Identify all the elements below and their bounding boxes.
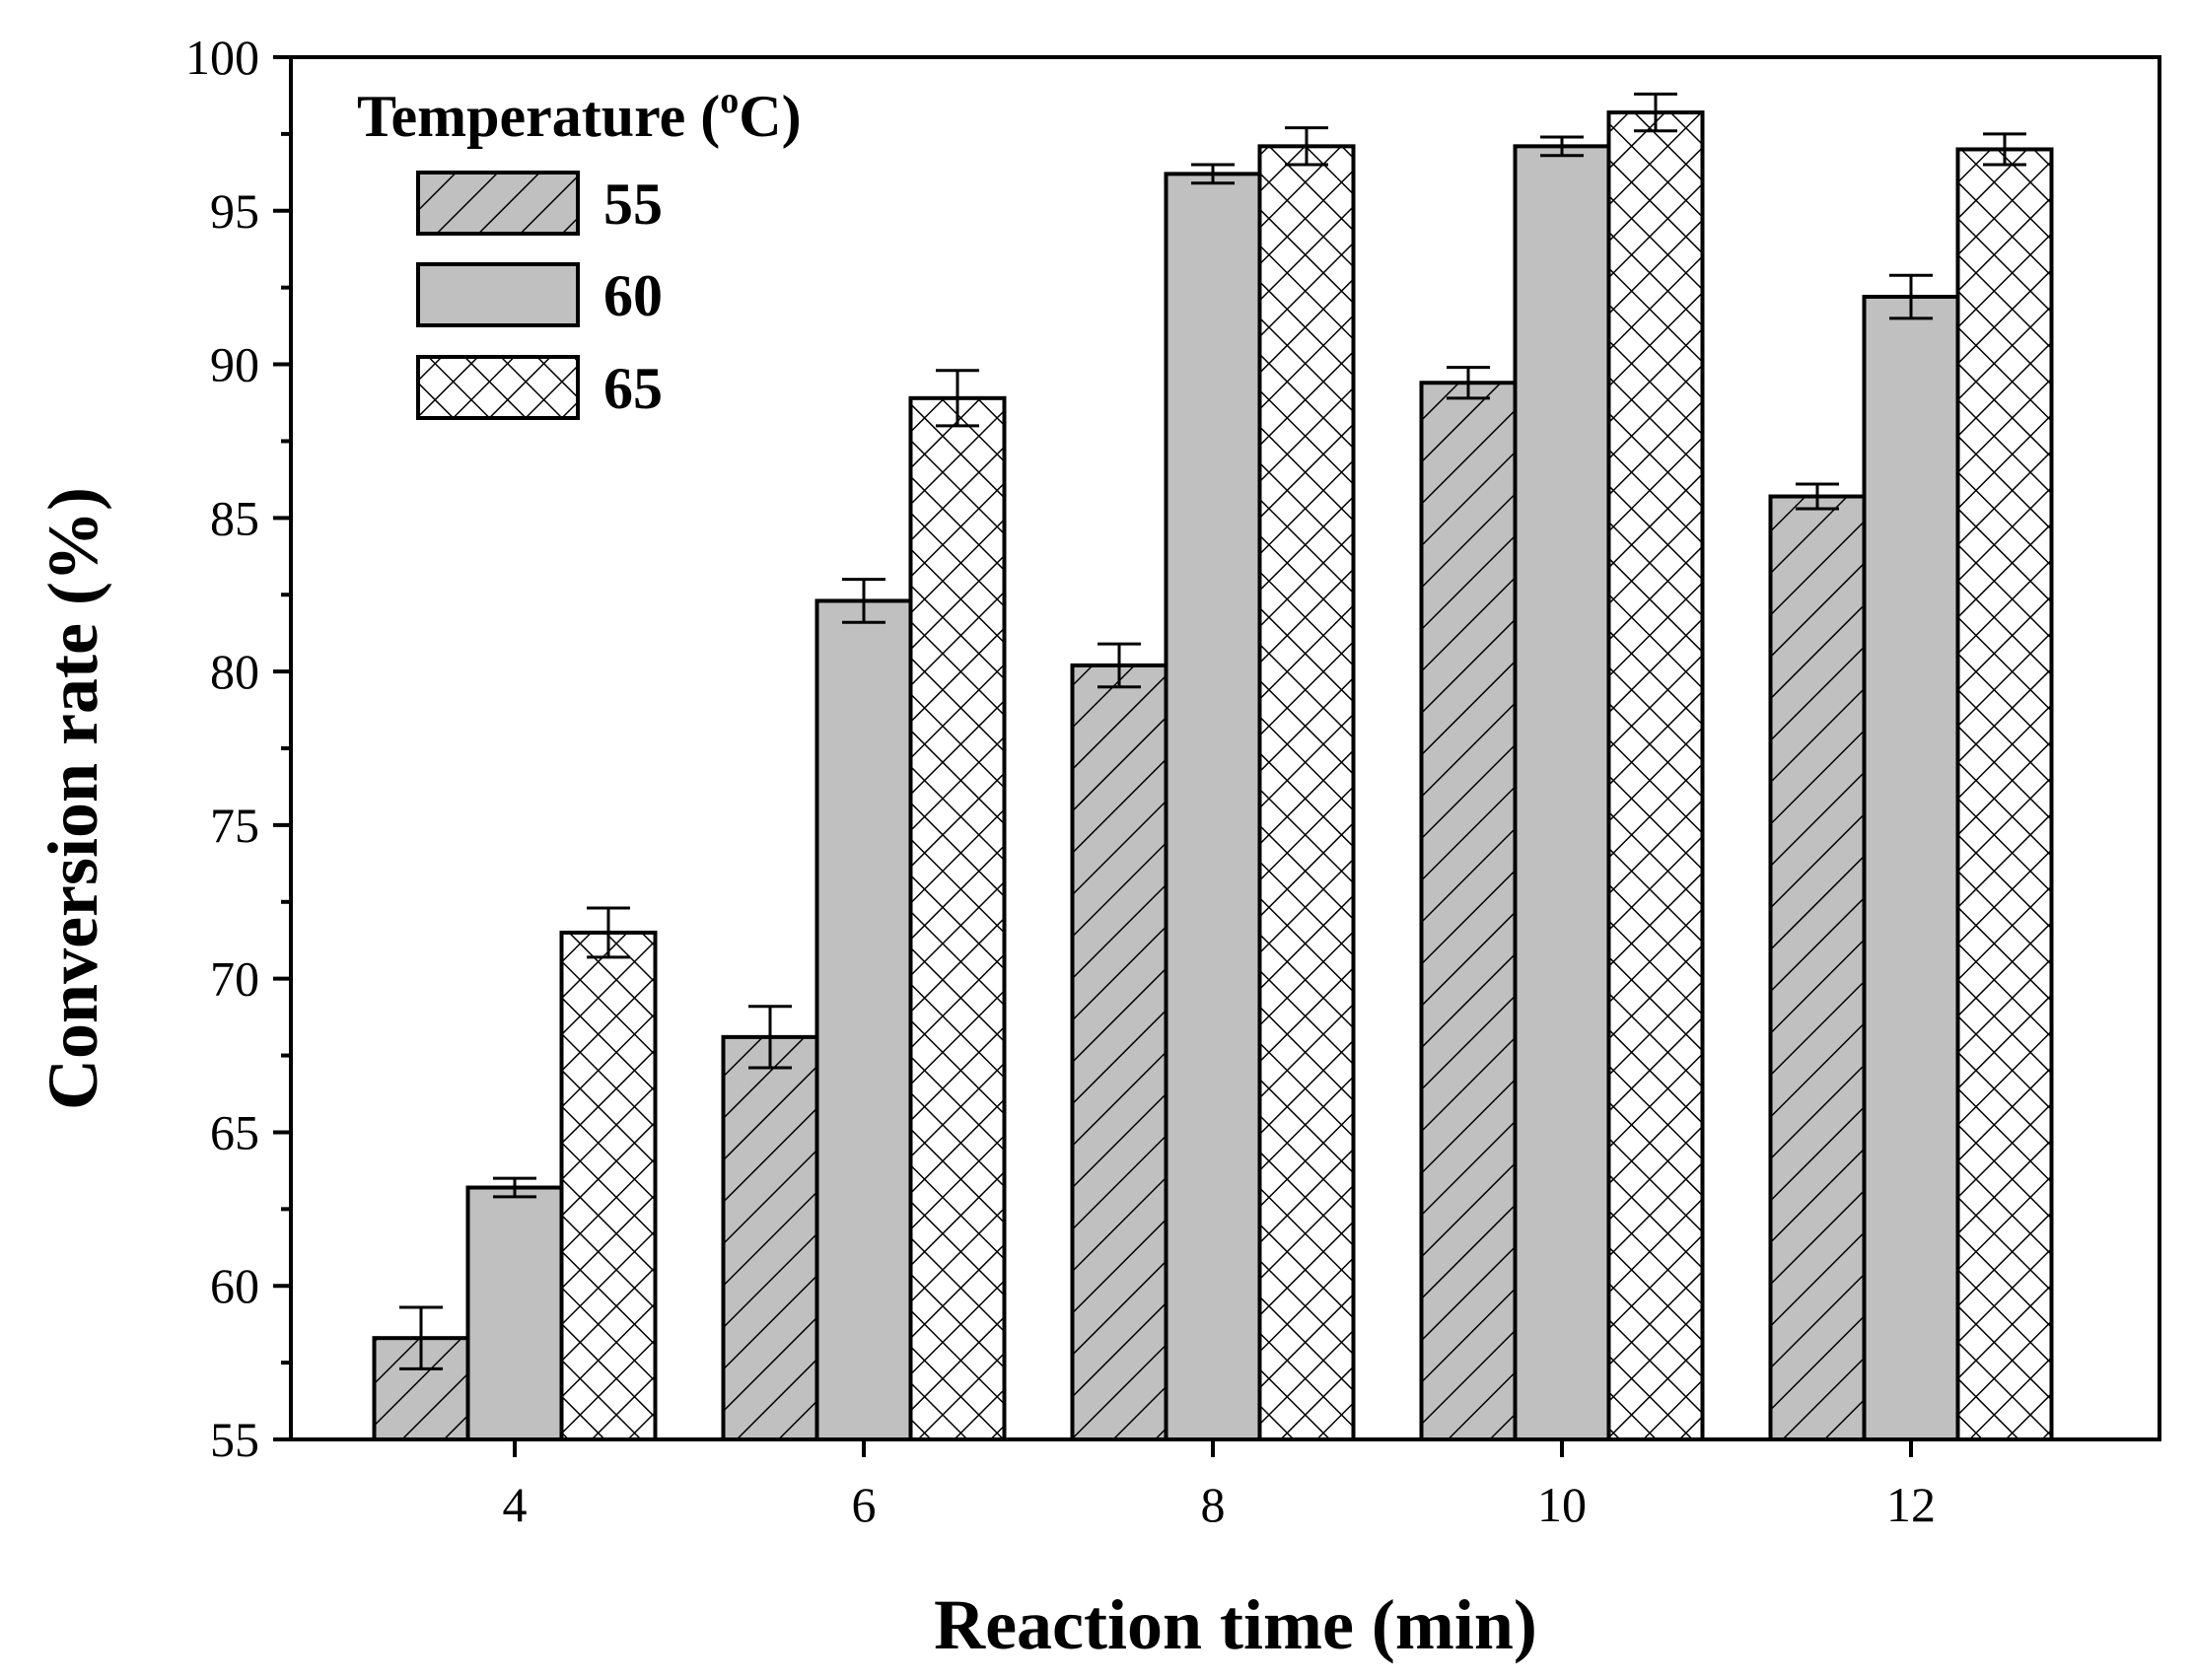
y-tick-label-60: 60 — [210, 1258, 259, 1313]
legend: Temperature (oC) 55 60 65 — [357, 80, 802, 421]
bar-55-6 — [721, 1034, 819, 1441]
bar-65-8 — [1257, 144, 1356, 1442]
y-tick-label-65: 65 — [210, 1104, 259, 1159]
y-tick-label-80: 80 — [210, 644, 259, 699]
bar-60-12 — [1862, 295, 1960, 1442]
bar-55-10 — [1419, 381, 1518, 1441]
y-tick-label-95: 95 — [210, 183, 259, 239]
bar-65-12 — [1955, 147, 2054, 1441]
bar-60-6 — [814, 598, 913, 1441]
y-tick-label-75: 75 — [210, 798, 259, 853]
bar-60-8 — [1164, 172, 1262, 1441]
legend-swatch-55 — [416, 171, 580, 236]
y-axis-title: Conversion rate (%) — [34, 487, 112, 1110]
y-tick-label-100: 100 — [185, 30, 259, 85]
x-tick-label-4: 4 — [503, 1477, 528, 1532]
bar-55-12 — [1768, 494, 1867, 1442]
axes: 55 60 65 70 75 80 85 90 95 100 4 6 8 10 12 — [185, 30, 2161, 1532]
x-tick-label-10: 10 — [1537, 1477, 1587, 1532]
bar-60-4 — [465, 1185, 564, 1441]
bar-65-10 — [1606, 110, 1705, 1442]
legend-label-65: 65 — [603, 356, 663, 421]
bar-65-6 — [908, 395, 1007, 1441]
bar-55-8 — [1070, 663, 1168, 1441]
legend-label-55: 55 — [603, 172, 663, 237]
x-tick-label-6: 6 — [852, 1477, 877, 1532]
y-tick-label-90: 90 — [210, 337, 259, 392]
legend-title: Temperature (oC) — [357, 80, 802, 149]
plot-marks — [372, 92, 2054, 1442]
x-tick-label-8: 8 — [1201, 1477, 1226, 1532]
legend-label-60: 60 — [603, 263, 663, 328]
bar-60-10 — [1513, 144, 1611, 1442]
y-tick-label-55: 55 — [210, 1412, 259, 1467]
x-tick-label-12: 12 — [1886, 1477, 1936, 1532]
bar-65-4 — [559, 930, 658, 1441]
y-tick-label-85: 85 — [210, 490, 259, 545]
legend-swatch-60 — [416, 262, 580, 327]
x-axis-title: Reaction time (min) — [934, 1585, 1537, 1664]
legend-swatch-65 — [416, 355, 580, 420]
y-tick-label-70: 70 — [210, 951, 259, 1007]
